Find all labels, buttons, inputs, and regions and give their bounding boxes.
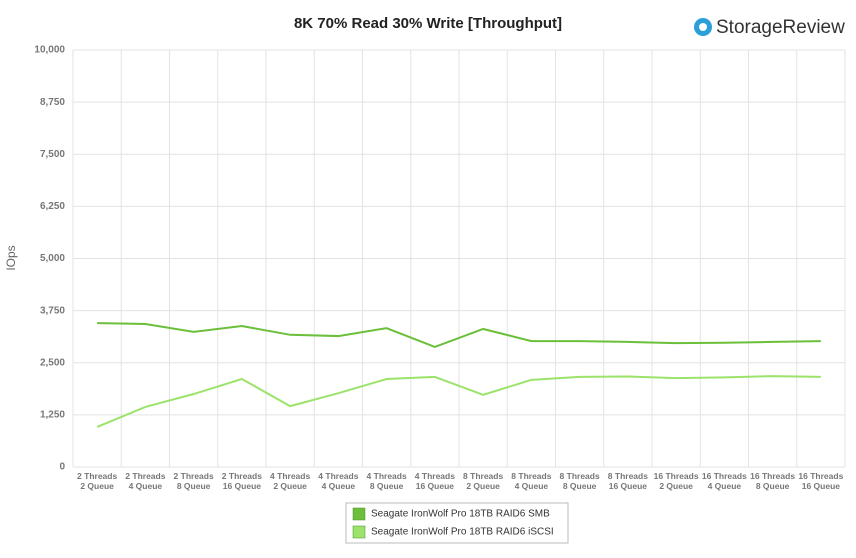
x-tick-label: 16 Threads 2 Queue <box>654 471 699 491</box>
legend-swatch <box>352 507 366 521</box>
y-tick-label: 6,250 <box>40 201 65 212</box>
x-tick-label: 2 Threads 8 Queue <box>174 471 214 491</box>
y-axis-label: IOps <box>4 245 18 270</box>
x-tick-label: 8 Threads 8 Queue <box>560 471 600 491</box>
x-tick-label: 4 Threads 4 Queue <box>318 471 358 491</box>
y-tick-label: 1,250 <box>40 410 65 421</box>
x-tick-label: 16 Threads 4 Queue <box>702 471 747 491</box>
x-tick-label: 2 Threads 4 Queue <box>125 471 165 491</box>
legend-label: Seagate IronWolf Pro 18TB RAID6 SMB <box>371 509 550 520</box>
x-tick-label: 4 Threads 8 Queue <box>367 471 407 491</box>
x-tick-label: 16 Threads 8 Queue <box>750 471 795 491</box>
x-tick-label: 4 Threads 2 Queue <box>270 471 310 491</box>
x-tick-label: 8 Threads 4 Queue <box>511 471 551 491</box>
legend-label: Seagate IronWolf Pro 18TB RAID6 iSCSI <box>371 527 554 538</box>
x-tick-label: 16 Threads 16 Queue <box>798 471 843 491</box>
y-tick-label: 2,500 <box>40 357 65 368</box>
logo-icon-hole <box>699 23 707 31</box>
y-tick-label: 8,750 <box>40 97 65 108</box>
y-tick-label: 5,000 <box>40 253 65 264</box>
series-line <box>96 375 821 428</box>
x-tick-label: 8 Threads 2 Queue <box>463 471 503 491</box>
y-tick-label: 3,750 <box>40 305 65 316</box>
logo: StorageReview <box>716 17 845 38</box>
x-tick-label: 2 Threads 16 Queue <box>222 471 262 491</box>
legend-swatch <box>352 525 366 539</box>
x-tick-label: 2 Threads 2 Queue <box>77 471 117 491</box>
x-tick-label: 8 Threads 16 Queue <box>608 471 648 491</box>
y-tick-label: 10,000 <box>34 45 65 56</box>
y-tick-label: 0 <box>59 462 65 473</box>
series-line <box>97 322 821 348</box>
legend-box <box>345 502 569 544</box>
y-tick-label: 7,500 <box>40 149 65 160</box>
chart-title: 8K 70% Read 30% Write [Throughput] <box>294 15 562 32</box>
x-tick-label: 4 Threads 16 Queue <box>415 471 455 491</box>
